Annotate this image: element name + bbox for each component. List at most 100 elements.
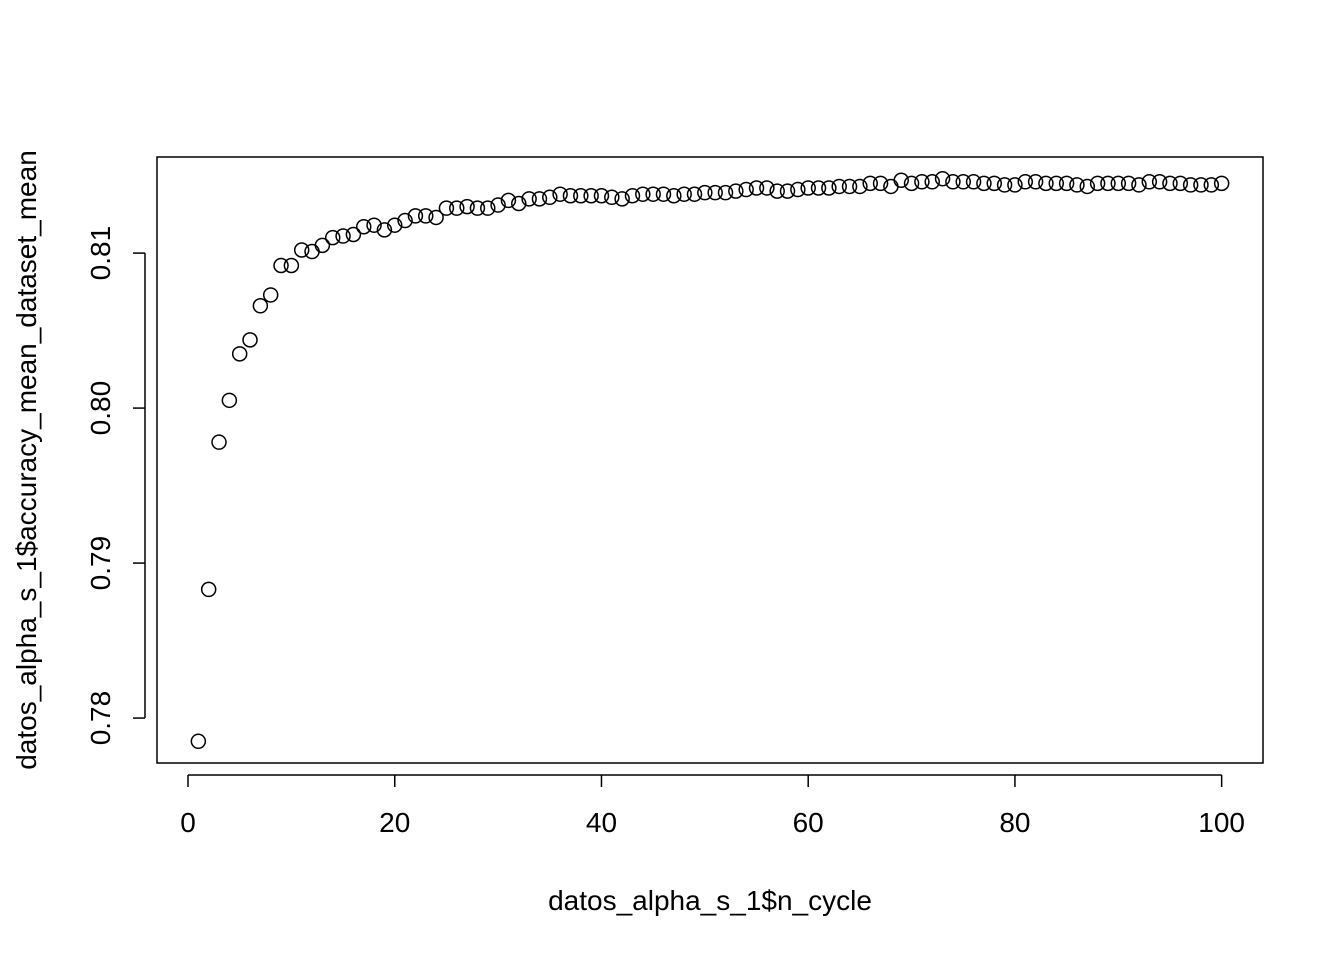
data-point bbox=[324, 229, 341, 246]
y-axis: 0.78 0.79 0.80 0.81 bbox=[85, 226, 146, 746]
data-point bbox=[707, 184, 723, 201]
data-point bbox=[345, 226, 362, 243]
data-point bbox=[986, 175, 1003, 192]
data-point bbox=[1141, 174, 1158, 190]
data-point bbox=[1038, 175, 1054, 192]
data-point bbox=[469, 200, 486, 216]
data-point bbox=[1110, 175, 1127, 192]
data-point bbox=[810, 180, 827, 196]
data-point bbox=[635, 186, 651, 202]
data-point bbox=[407, 208, 424, 224]
data-point bbox=[655, 186, 672, 202]
data-point bbox=[976, 175, 992, 192]
data-point bbox=[624, 187, 641, 204]
data-point bbox=[221, 392, 238, 409]
data-point bbox=[500, 192, 517, 209]
y-tick-label: 0.78 bbox=[85, 691, 116, 746]
x-tick-label: 20 bbox=[379, 807, 410, 838]
data-point bbox=[686, 186, 703, 202]
data-point bbox=[614, 191, 630, 207]
data-point bbox=[1017, 174, 1034, 190]
data-point bbox=[511, 195, 527, 212]
data-point bbox=[759, 180, 775, 196]
data-point bbox=[1100, 175, 1116, 192]
data-point bbox=[1151, 174, 1168, 190]
data-point bbox=[428, 209, 444, 226]
data-point bbox=[1069, 177, 1085, 193]
data-point bbox=[852, 178, 868, 195]
data-point bbox=[242, 332, 258, 348]
data-point bbox=[397, 212, 413, 229]
data-point bbox=[996, 177, 1013, 193]
data-point bbox=[1027, 174, 1044, 190]
data-point bbox=[490, 197, 506, 213]
data-point bbox=[1007, 177, 1023, 193]
data-point bbox=[335, 228, 351, 244]
data-point bbox=[573, 187, 589, 204]
data-point bbox=[304, 243, 320, 260]
data-point bbox=[583, 187, 599, 204]
x-tick-label: 80 bbox=[999, 807, 1030, 838]
data-point bbox=[914, 174, 930, 190]
y-tick-label: 0.81 bbox=[85, 226, 116, 281]
x-tick-label: 40 bbox=[586, 807, 617, 838]
plot-frame bbox=[156, 156, 1264, 764]
data-point bbox=[314, 237, 331, 254]
data-point bbox=[779, 183, 796, 199]
data-point bbox=[604, 189, 620, 206]
y-axis-title: datos_alpha_s_1$accuracy_mean_dataset_me… bbox=[11, 150, 42, 770]
data-point bbox=[955, 174, 971, 190]
y-tick-label: 0.79 bbox=[85, 536, 116, 591]
y-tick-label: 0.80 bbox=[85, 381, 116, 436]
data-point bbox=[231, 346, 248, 362]
data-point bbox=[211, 434, 227, 450]
data-point bbox=[841, 178, 858, 195]
data-point bbox=[800, 180, 816, 196]
data-point bbox=[903, 175, 920, 192]
data-point bbox=[366, 217, 382, 233]
data-point bbox=[1182, 177, 1199, 193]
data-point bbox=[790, 181, 806, 198]
data-point bbox=[1172, 175, 1189, 192]
data-point bbox=[872, 175, 889, 192]
x-tick-label: 60 bbox=[793, 807, 824, 838]
data-point bbox=[1131, 177, 1147, 193]
data-point bbox=[1162, 175, 1178, 192]
data-point bbox=[1193, 177, 1209, 193]
data-point bbox=[1089, 175, 1106, 192]
data-point bbox=[1203, 177, 1220, 193]
data-point bbox=[593, 187, 610, 204]
data-point bbox=[666, 187, 682, 204]
data-point bbox=[645, 186, 661, 202]
x-axis-title: datos_alpha_s_1$n_cycle bbox=[548, 885, 872, 916]
data-point bbox=[252, 298, 269, 314]
data-point bbox=[480, 200, 496, 216]
data-point bbox=[862, 175, 878, 192]
x-tick-label: 100 bbox=[1198, 807, 1245, 838]
data-point bbox=[417, 208, 434, 224]
data-point bbox=[552, 186, 568, 202]
data-point bbox=[934, 170, 951, 187]
data-point bbox=[1048, 175, 1065, 192]
data-point bbox=[769, 183, 785, 199]
data-point bbox=[386, 217, 403, 233]
data-point bbox=[821, 180, 837, 196]
x-axis: 0 20 40 60 80 100 bbox=[180, 774, 1245, 838]
data-point bbox=[717, 184, 734, 201]
data-point bbox=[531, 191, 548, 207]
data-point bbox=[676, 186, 692, 202]
data-point bbox=[738, 181, 754, 198]
x-tick-label: 0 bbox=[180, 807, 196, 838]
data-point bbox=[273, 257, 289, 274]
data-point bbox=[190, 733, 207, 750]
data-point bbox=[459, 198, 475, 215]
data-point bbox=[1120, 175, 1137, 192]
data-point bbox=[283, 257, 300, 274]
data-point bbox=[697, 184, 713, 201]
data-point bbox=[200, 581, 217, 598]
data-point bbox=[542, 189, 558, 206]
data-point bbox=[562, 187, 579, 204]
data-point bbox=[728, 183, 744, 199]
data-point bbox=[965, 174, 982, 190]
